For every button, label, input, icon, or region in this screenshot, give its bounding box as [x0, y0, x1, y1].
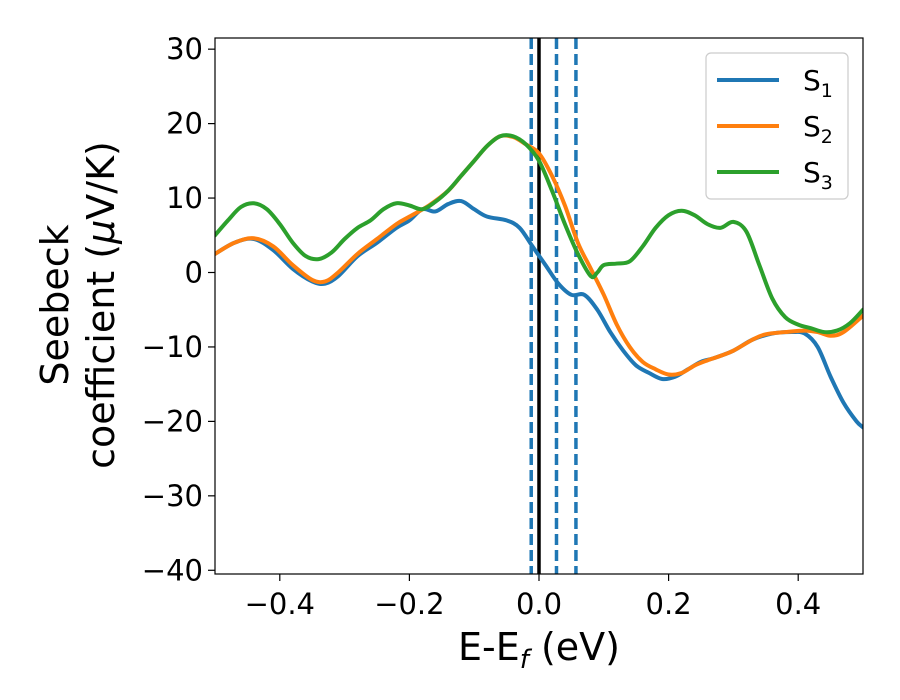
y-tick-label: 20	[166, 107, 203, 141]
x-tick-label: −0.4	[245, 587, 315, 621]
x-tick-label: 0.0	[516, 587, 562, 621]
series-line-s2	[215, 133, 863, 377]
y-tick-label: −40	[142, 553, 203, 587]
x-tick-label: 0.4	[775, 587, 821, 621]
y-tick-label: −10	[142, 330, 203, 364]
legend-label-s3: S3	[803, 156, 833, 194]
legend: S1 S2 S3	[705, 52, 849, 200]
x-tick-label: −0.2	[374, 587, 444, 621]
y-tick-label: −30	[142, 479, 203, 513]
x-axis-ticks: −0.4 −0.2 0.0 0.2 0.4	[245, 574, 821, 621]
legend-label-s1: S1	[803, 64, 833, 102]
vertical-lines	[529, 38, 578, 574]
y-axis-label-line1: Seebeck	[33, 224, 77, 385]
plot-area	[215, 38, 863, 574]
legend-label-s2: S2	[803, 110, 833, 148]
y-axis-label-line2: coefficient (μV/K)	[79, 141, 123, 469]
x-axis-label: E-Ef (eV)	[458, 625, 620, 675]
y-tick-label: −20	[142, 404, 203, 438]
series-line-s3	[215, 133, 863, 335]
x-tick-label: 0.2	[646, 587, 692, 621]
y-tick-label: 30	[166, 32, 203, 66]
y-axis-label: Seebeck coefficient (μV/K)	[33, 141, 123, 469]
y-tick-label: 10	[166, 181, 203, 215]
y-axis-ticks: −40 −30 −20 −10 0 10 20 30	[142, 32, 215, 587]
series-lines	[215, 133, 863, 430]
y-tick-label: 0	[185, 256, 203, 290]
